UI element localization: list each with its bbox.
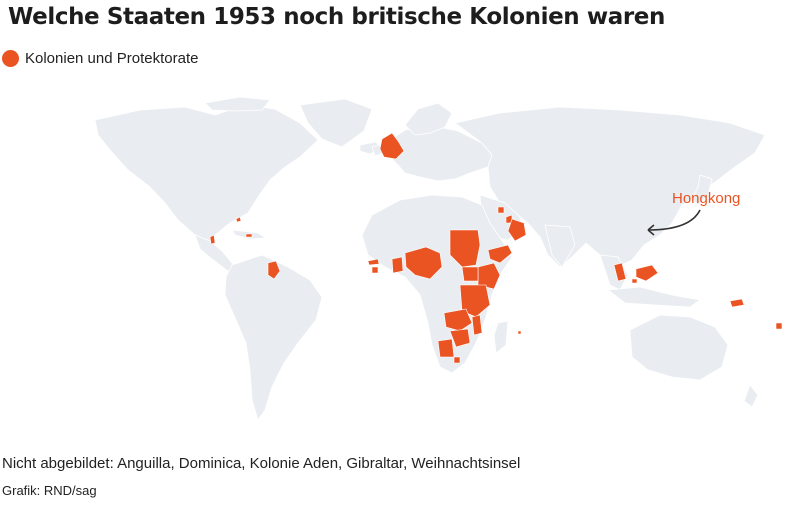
colony-tanganyika <box>459 284 491 318</box>
credit: Grafik: RND/sag <box>2 483 97 498</box>
new-zealand <box>743 384 759 408</box>
india <box>544 224 576 268</box>
chart-title: Welche Staaten 1953 noch britische Kolon… <box>8 4 665 30</box>
scandinavia <box>404 102 453 136</box>
colony-sudan <box>449 229 481 268</box>
colony-uganda <box>461 266 479 282</box>
colony-seychelles <box>517 330 522 335</box>
greenland <box>299 98 373 148</box>
colony-solomon-islands <box>729 298 745 308</box>
annotation-arrowhead <box>647 224 655 236</box>
colony-sierra-leone <box>371 266 379 274</box>
colony-uk <box>379 132 405 160</box>
colony-belize <box>209 234 216 245</box>
legend: Kolonien und Protektorate <box>2 50 198 67</box>
colony-malaya <box>613 262 627 282</box>
japan <box>691 174 713 206</box>
colony-oman <box>507 218 527 242</box>
colony-jamaica <box>245 233 253 238</box>
colony-northern-rhodesia <box>443 308 473 332</box>
north-america <box>94 104 319 246</box>
colony-basutoland <box>453 356 461 364</box>
colony-brunei <box>631 278 638 284</box>
british-colonies <box>209 132 783 364</box>
south-america <box>224 254 323 421</box>
colony-fiji <box>775 322 783 330</box>
australia <box>629 314 729 381</box>
annotation-arrow <box>647 209 701 231</box>
footnote: Nicht abgebildet: Anguilla, Dominica, Ko… <box>2 455 521 472</box>
world-map: Hongkong <box>94 96 783 421</box>
colony-bechuanaland <box>437 338 455 358</box>
annotation-label: Hongkong <box>672 190 740 207</box>
legend-label: Kolonien und Protektorate <box>25 50 199 67</box>
colony-bahamas <box>235 216 242 223</box>
colony-kuwait <box>497 206 505 214</box>
colony-southern-rhodesia <box>449 328 471 348</box>
legend-swatch <box>2 50 19 67</box>
landmasses <box>94 96 766 421</box>
colony-british-guiana <box>267 260 281 280</box>
colony-nigeria <box>404 246 443 280</box>
madagascar <box>493 320 509 354</box>
indonesia <box>606 286 702 308</box>
colony-kenya <box>477 262 501 290</box>
colony-gambia <box>367 258 380 266</box>
colony-nyasaland <box>471 314 483 336</box>
colony-gold-coast <box>391 256 404 274</box>
arctic-islands <box>204 96 271 112</box>
colony-north-borneo <box>635 264 659 282</box>
colony-somaliland <box>487 244 513 264</box>
